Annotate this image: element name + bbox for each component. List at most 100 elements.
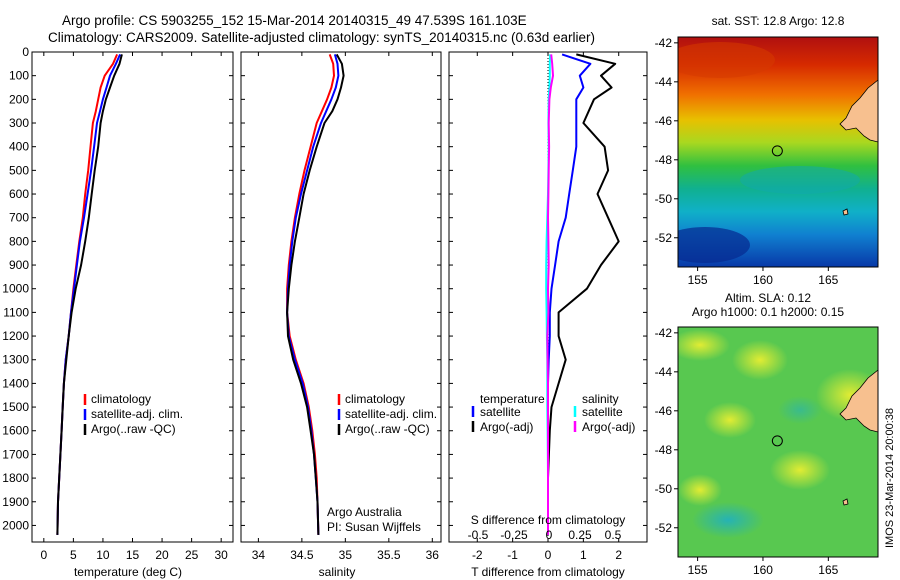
x-tick-label: 5 xyxy=(70,548,77,562)
map-y-tick-label: -44 xyxy=(655,365,673,379)
s-tick-label: 0.5 xyxy=(605,528,622,542)
s-tick-label: 0 xyxy=(546,528,553,542)
new-zealand-land xyxy=(839,369,878,433)
map-y-tick-label: -48 xyxy=(655,443,673,457)
salinity-axes: 34 34.5 35 35.5 36 xyxy=(241,51,441,562)
sst-map-frame xyxy=(677,36,879,268)
y-tick-label: 300 xyxy=(9,116,29,130)
series-line-satellite xyxy=(56,53,122,535)
sla-map-axes: 155 160 165 -42 -44 -46 -48 -50 -52 xyxy=(655,326,839,577)
y-tick-label: 1700 xyxy=(2,447,29,461)
temperature-xlabel: temperature (deg C) xyxy=(74,565,182,579)
map-y-tick-label: -42 xyxy=(655,326,673,340)
x-tick-label: 2 xyxy=(615,548,622,562)
difference-legend: temperature satellite Argo(-adj) salinit… xyxy=(471,392,635,434)
y-tick-label: 1600 xyxy=(2,424,29,438)
y-tick-label: 1900 xyxy=(2,495,29,509)
y-tick-label: 400 xyxy=(9,140,29,154)
y-tick-label: 1200 xyxy=(2,329,29,343)
y-tick-label: 1500 xyxy=(2,400,29,414)
map-y-tick-label: -42 xyxy=(655,36,673,50)
map-x-tick-label: 155 xyxy=(688,273,708,287)
series-line-argo xyxy=(286,53,345,535)
legend-title-salinity: salinity xyxy=(582,392,619,406)
s-tick-label: 0.25 xyxy=(568,528,592,542)
x-tick-label: 0 xyxy=(545,548,552,562)
x-tick-label: 10 xyxy=(96,548,110,562)
map-x-tick-label: 160 xyxy=(753,563,773,577)
stewart-island xyxy=(842,208,849,216)
sla-high-patch xyxy=(704,402,756,438)
x-tick-label: 35.5 xyxy=(377,548,401,562)
map-y-tick-label: -50 xyxy=(655,192,673,206)
legend-label-t-argo: Argo(-adj) xyxy=(480,420,533,434)
sla-map xyxy=(678,327,878,557)
temperature-panel-frame xyxy=(31,51,234,543)
credit-label: IMOS 23-Mar-2014 20:00:38 xyxy=(884,408,896,548)
y-tick-label: 2000 xyxy=(2,518,29,532)
legend-label-climatology: climatology xyxy=(345,392,405,406)
salinity-xlabel: salinity xyxy=(319,565,356,579)
map-y-tick-label: -46 xyxy=(655,114,673,128)
sla-map-frame xyxy=(677,326,879,558)
y-tick-label: 0 xyxy=(22,45,29,59)
legend-label-t-satellite: satellite xyxy=(480,405,521,419)
y-tick-label: 100 xyxy=(9,69,29,83)
y-tick-label: 1300 xyxy=(2,353,29,367)
series-line-satellite xyxy=(286,54,340,535)
argo-australia-label: Argo Australia xyxy=(327,505,402,519)
salinity-diff-tick-labels: -0.5 -0.25 0 0.25 0.5 xyxy=(468,528,622,542)
series-line-s-argo xyxy=(546,54,554,535)
legend-label-satellite: satellite-adj. clim. xyxy=(91,407,183,421)
legend-label-argo: Argo(..raw -QC) xyxy=(345,422,430,436)
sst-map-title: sat. SST: 12.8 Argo: 12.8 xyxy=(712,14,845,28)
map-x-tick-label: 165 xyxy=(818,563,838,577)
x-tick-label: 36 xyxy=(426,548,440,562)
map-x-tick-label: 165 xyxy=(818,273,838,287)
x-tick-label: 34 xyxy=(252,548,266,562)
map-y-tick-label: -52 xyxy=(655,231,673,245)
x-tick-label: 1 xyxy=(580,548,587,562)
x-tick-label: 30 xyxy=(214,548,228,562)
y-tick-label: 700 xyxy=(9,211,29,225)
salinity-series xyxy=(286,53,345,535)
sla-low-patch xyxy=(778,396,822,424)
y-tick-label: 200 xyxy=(9,92,29,106)
temperature-series xyxy=(56,53,123,535)
sla-high-patch xyxy=(770,450,830,490)
sst-warm-patch xyxy=(678,42,775,78)
x-tick-label: -1 xyxy=(507,548,518,562)
legend-title-temperature: temperature xyxy=(480,392,545,406)
series-line-argo xyxy=(56,54,123,535)
figure-title-line1: Argo profile: CS 5903255_152 15-Mar-2014… xyxy=(62,13,527,28)
series-line-climatology xyxy=(286,54,335,535)
s-tick-label: -0.5 xyxy=(468,528,489,542)
x-tick-label: 15 xyxy=(126,548,140,562)
y-tick-label: 1000 xyxy=(2,282,29,296)
legend-label-climatology: climatology xyxy=(91,392,151,406)
y-tick-label: 500 xyxy=(9,163,29,177)
difference-series xyxy=(545,53,620,535)
y-tick-label: 900 xyxy=(9,258,29,272)
map-x-tick-label: 160 xyxy=(753,273,773,287)
temperature-legend: climatology satellite-adj. clim. Argo(..… xyxy=(83,392,183,436)
pi-label: PI: Susan Wijffels xyxy=(327,520,421,534)
difference-xlabel-t: T difference from climatology xyxy=(471,565,625,579)
sla-high-patch xyxy=(732,340,788,380)
x-tick-label: 0 xyxy=(40,548,47,562)
salinity-legend: climatology satellite-adj. clim. Argo(..… xyxy=(337,392,437,436)
map-y-tick-label: -46 xyxy=(655,404,673,418)
sst-cool-patch xyxy=(740,166,860,194)
s-tick-label: -0.25 xyxy=(500,528,528,542)
sla-argo-position-marker xyxy=(771,435,783,447)
x-tick-label: 20 xyxy=(155,548,169,562)
figure-title-line2: Climatology: CARS2009. Satellite-adjuste… xyxy=(48,30,595,45)
sst-map xyxy=(678,37,878,267)
sla-map-title-line2: Argo h1000: 0.1 h2000: 0.15 xyxy=(692,305,844,319)
sst-argo-position-marker xyxy=(771,145,783,157)
difference-xlabel-s: S difference from climatology xyxy=(471,513,626,527)
sla-high-patch xyxy=(678,474,722,506)
series-line-t-argo xyxy=(547,53,620,535)
sla-map-title-line1: Altim. SLA: 0.12 xyxy=(725,291,811,305)
